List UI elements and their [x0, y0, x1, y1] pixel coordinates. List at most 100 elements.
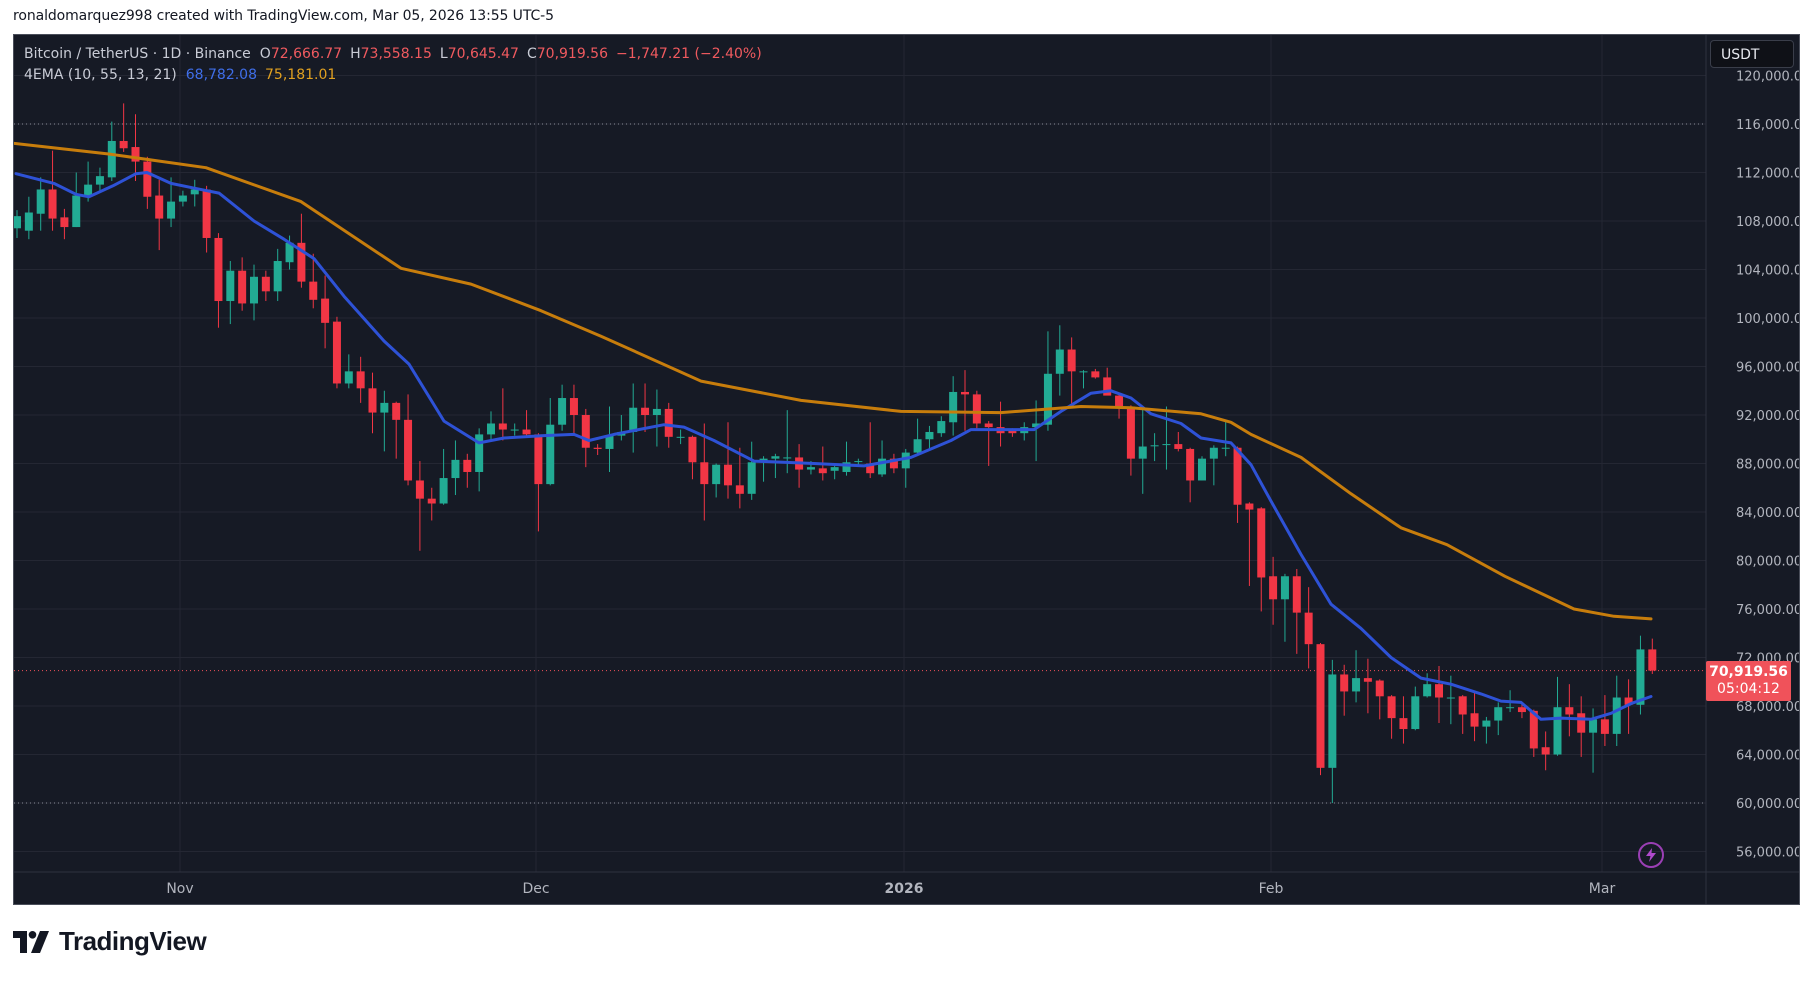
- candle-body[interactable]: [1138, 446, 1147, 459]
- candle-body[interactable]: [889, 458, 898, 469]
- candle-body[interactable]: [487, 423, 495, 435]
- candle-body[interactable]: [1162, 444, 1171, 446]
- candle-body[interactable]: [1624, 697, 1633, 705]
- candle-body[interactable]: [961, 391, 969, 395]
- candle-body[interactable]: [676, 436, 685, 438]
- candle-body[interactable]: [605, 435, 614, 449]
- candle-body[interactable]: [830, 467, 839, 471]
- candle-body[interactable]: [190, 189, 199, 195]
- candle-body[interactable]: [143, 161, 152, 197]
- candle-body[interactable]: [1600, 719, 1609, 734]
- candle-body[interactable]: [1517, 707, 1526, 713]
- candle-body[interactable]: [321, 298, 330, 323]
- candle-body[interactable]: [1257, 508, 1266, 578]
- candle-body[interactable]: [1174, 444, 1183, 449]
- candle-body[interactable]: [818, 468, 827, 474]
- candle-body[interactable]: [629, 407, 638, 432]
- candle-body[interactable]: [641, 407, 650, 415]
- candle-body[interactable]: [1209, 447, 1218, 459]
- candle-body[interactable]: [498, 423, 507, 430]
- candle-body[interactable]: [1032, 423, 1041, 428]
- candle-body[interactable]: [712, 464, 721, 485]
- candle-body[interactable]: [1399, 718, 1408, 730]
- candle-body[interactable]: [250, 276, 258, 304]
- candle-body[interactable]: [1541, 747, 1550, 755]
- candle-body[interactable]: [1636, 649, 1645, 705]
- lightning-icon[interactable]: [1638, 842, 1664, 868]
- candle-body[interactable]: [95, 176, 104, 185]
- candle-body[interactable]: [1043, 373, 1052, 425]
- candle-body[interactable]: [1423, 684, 1432, 697]
- candle-body[interactable]: [332, 321, 341, 384]
- candle-body[interactable]: [1103, 377, 1112, 396]
- candle-body[interactable]: [119, 140, 128, 149]
- candle-body[interactable]: [1055, 349, 1064, 374]
- tradingview-logo[interactable]: TradingView: [13, 926, 207, 957]
- candle-body[interactable]: [581, 415, 590, 448]
- candlestick-chart[interactable]: 120,000.00 116,000.00 112,000.00 108,000.00…: [14, 35, 1800, 905]
- candle-body[interactable]: [806, 467, 815, 470]
- candle-body[interactable]: [309, 281, 318, 300]
- candle-body[interactable]: [1446, 697, 1455, 699]
- candle-body[interactable]: [1411, 696, 1420, 730]
- candle-body[interactable]: [475, 434, 484, 472]
- candle-body[interactable]: [1008, 430, 1017, 434]
- candle-body[interactable]: [1363, 678, 1372, 682]
- candle-body[interactable]: [14, 216, 21, 229]
- indicator-title[interactable]: 4EMA (10, 55, 13, 21): [24, 67, 177, 83]
- candle-body[interactable]: [1589, 719, 1598, 733]
- candle-body[interactable]: [747, 462, 756, 494]
- candle-body[interactable]: [842, 462, 851, 472]
- candle-body[interactable]: [1375, 680, 1384, 697]
- candle-body[interactable]: [392, 402, 401, 420]
- candle-body[interactable]: [593, 447, 602, 449]
- candle-body[interactable]: [60, 217, 69, 228]
- candle-body[interactable]: [569, 398, 578, 415]
- candle-body[interactable]: [1150, 445, 1159, 447]
- candle-body[interactable]: [273, 261, 282, 292]
- candle-body[interactable]: [404, 419, 413, 481]
- candle-body[interactable]: [510, 429, 519, 431]
- candle-body[interactable]: [1340, 674, 1349, 692]
- candle-body[interactable]: [72, 195, 81, 228]
- candle-body[interactable]: [1482, 720, 1491, 727]
- candle-body[interactable]: [451, 459, 460, 479]
- candle-body[interactable]: [167, 201, 176, 219]
- candle-body[interactable]: [866, 463, 875, 474]
- candle-body[interactable]: [439, 478, 448, 504]
- candle-body[interactable]: [688, 436, 697, 463]
- candle-body[interactable]: [1126, 406, 1135, 459]
- candle-body[interactable]: [937, 421, 946, 434]
- candle-body[interactable]: [783, 457, 792, 459]
- candle-body[interactable]: [771, 456, 780, 459]
- candle-body[interactable]: [1612, 697, 1621, 734]
- candle-body[interactable]: [380, 402, 389, 413]
- candle-body[interactable]: [1245, 503, 1254, 510]
- candle-body[interactable]: [546, 424, 555, 485]
- chart-panel[interactable]: 120,000.00 116,000.00 112,000.00 108,000.00…: [13, 34, 1800, 905]
- candle-body[interactable]: [131, 147, 140, 162]
- candle-body[interactable]: [854, 461, 863, 463]
- candle-body[interactable]: [1352, 678, 1361, 692]
- candle-body[interactable]: [1470, 713, 1479, 727]
- candle-body[interactable]: [1269, 576, 1278, 600]
- candle-body[interactable]: [949, 391, 958, 423]
- candle-body[interactable]: [427, 498, 436, 504]
- candle-body[interactable]: [368, 388, 377, 413]
- candle-body[interactable]: [1458, 696, 1467, 715]
- candle-body[interactable]: [1328, 674, 1337, 768]
- candle-body[interactable]: [261, 276, 270, 292]
- candle-body[interactable]: [1221, 447, 1230, 449]
- candle-body[interactable]: [1280, 576, 1289, 600]
- candle-body[interactable]: [925, 431, 934, 440]
- candle-body[interactable]: [1233, 447, 1242, 505]
- candle-body[interactable]: [1387, 696, 1396, 719]
- candle-body[interactable]: [36, 189, 45, 214]
- candle-body[interactable]: [297, 242, 306, 282]
- candle-body[interactable]: [226, 270, 235, 302]
- candle-body[interactable]: [178, 195, 187, 202]
- candle-body[interactable]: [238, 270, 247, 304]
- candle-body[interactable]: [463, 459, 472, 472]
- candle-body[interactable]: [24, 212, 33, 231]
- candle-body[interactable]: [415, 480, 424, 499]
